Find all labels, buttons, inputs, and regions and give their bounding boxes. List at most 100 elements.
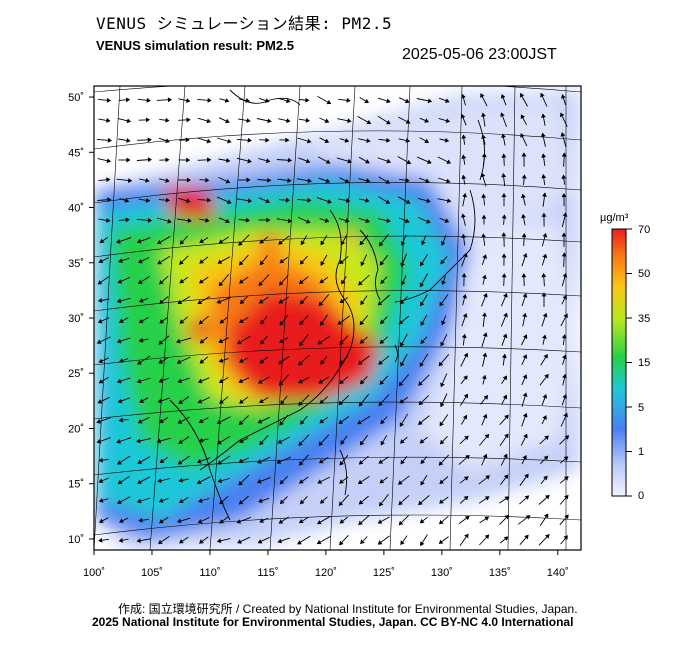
wind-arrow-head <box>226 158 231 163</box>
wind-arrow-head <box>238 378 244 384</box>
wind-arrow-head <box>258 498 263 504</box>
wind-arrow-head <box>377 519 383 524</box>
wind-vectors <box>96 92 570 547</box>
wind-arrow-head <box>360 261 365 267</box>
wind-arrow-head <box>116 378 122 384</box>
wind-arrow-head <box>199 338 205 344</box>
wind-arrow-head <box>158 359 164 364</box>
wind-arrow-head <box>237 539 242 544</box>
wind-arrow-head <box>347 158 352 164</box>
wind-arrow-head <box>482 274 487 279</box>
wind-arrow-head <box>399 439 405 444</box>
wind-arrow-head <box>365 218 371 224</box>
wind-arrow-head <box>116 238 121 244</box>
wind-arrow-head <box>461 333 467 339</box>
wind-arrow-head <box>439 301 444 307</box>
wind-arrow-head <box>440 241 446 246</box>
wind-arrow-head <box>238 458 244 464</box>
wind-arrow-head <box>207 97 212 103</box>
wind-arrow-head <box>285 197 290 203</box>
wind-arrow-head <box>147 157 152 163</box>
wind-arrow-head <box>320 321 325 326</box>
wind-arrow-head <box>136 438 141 444</box>
wind-arrow-head <box>561 193 567 198</box>
wind-arrow-head <box>339 298 345 303</box>
wind-arrow-head <box>257 419 263 424</box>
wind-arrow-head <box>278 299 284 304</box>
wind-arrow-head <box>425 178 430 183</box>
wind-arrow-head <box>300 240 306 246</box>
wind-arrow-head <box>522 252 528 258</box>
wind-arrow-head <box>522 374 528 380</box>
wind-arrow-head <box>345 218 350 223</box>
wind-arrow-head <box>519 92 525 98</box>
wind-arrow-head <box>541 272 547 278</box>
wind-arrow-head <box>238 279 244 284</box>
wind-arrow-head <box>98 457 103 463</box>
wind-arrow-head <box>106 158 112 164</box>
wind-arrow-head <box>444 137 450 143</box>
wind-arrow-head <box>125 217 130 223</box>
wind-arrow-head <box>97 298 103 303</box>
lat-label: 20˚ <box>68 423 84 435</box>
wind-arrow-head <box>398 500 403 506</box>
wind-arrow-head <box>197 398 203 404</box>
wind-arrow-head <box>481 193 487 198</box>
wind-arrow-head <box>97 399 103 404</box>
wind-arrow-head <box>159 418 164 424</box>
wind-arrow-head <box>484 433 490 439</box>
wind-arrow-head <box>522 392 528 397</box>
wind-arrow-head <box>116 439 121 444</box>
wind-arrow-head <box>463 495 469 501</box>
wind-arrow-head <box>265 198 271 204</box>
wind-arrow-head <box>543 475 548 481</box>
wind-arrow-head <box>320 359 325 365</box>
wind-arrow-head <box>483 292 488 298</box>
wind-arrow-head <box>259 440 264 446</box>
wind-arrow-head <box>177 378 183 384</box>
wind-arrow-head <box>279 338 284 343</box>
wind-arrow-head <box>562 272 568 278</box>
wind-arrow-head <box>139 398 145 403</box>
wind-arrow-head <box>386 98 391 104</box>
wind-arrow-head <box>196 458 202 464</box>
lat-label: 15˚ <box>68 479 84 491</box>
wind-arrow-head <box>205 217 210 223</box>
wind-arrow-head <box>358 401 364 407</box>
wind-arrow-head <box>545 534 550 539</box>
wind-arrow-head <box>279 381 284 386</box>
colorbar-tick-5: 5 <box>638 402 645 414</box>
wind-arrow-head <box>138 517 143 523</box>
wind-arrow-head <box>217 478 223 484</box>
lat-label: 45˚ <box>68 147 84 159</box>
wind-arrow-head <box>445 178 451 184</box>
wind-arrow-head <box>418 500 423 506</box>
wind-arrow-head <box>341 279 346 285</box>
wind-arrow-head <box>541 212 547 217</box>
wind-arrow-head <box>481 233 487 238</box>
wind-arrow-head <box>543 455 549 461</box>
wind-arrow-head <box>138 318 144 324</box>
wind-arrow-head <box>522 354 528 359</box>
wind-arrow-head <box>339 360 344 365</box>
wind-arrow-head <box>542 393 548 399</box>
wind-arrow-head <box>185 137 190 143</box>
wind-arrow-head <box>238 420 244 426</box>
wind-arrow-head <box>358 520 363 526</box>
wind-arrow-head <box>339 379 344 384</box>
colorbar-tick-15: 15 <box>638 357 651 369</box>
wind-arrow-head <box>265 158 271 164</box>
wind-arrow-head <box>405 119 411 124</box>
wind-arrow-head <box>464 533 469 539</box>
wind-arrow-head <box>159 458 165 464</box>
wind-arrow-head <box>279 499 285 505</box>
wind-arrow-head <box>218 281 224 287</box>
wind-arrow-head <box>298 479 304 484</box>
wind-arrow-head <box>107 137 112 143</box>
wind-arrow-head <box>438 499 444 504</box>
wind-arrow-head <box>521 233 527 238</box>
wind-arrow-head <box>165 117 170 123</box>
wind-arrow-head <box>463 393 469 399</box>
title-english: VENUS simulation result: PM2.5 <box>96 38 294 53</box>
wind-arrow-head <box>159 280 164 285</box>
